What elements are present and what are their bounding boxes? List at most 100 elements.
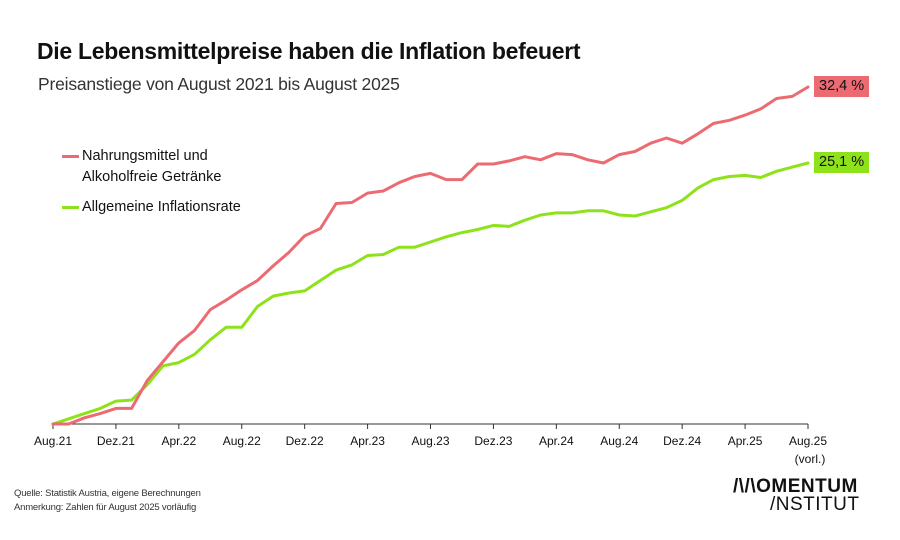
source-note: Quelle: Statistik Austria, eigene Berech… — [14, 488, 201, 499]
data-point-inflation — [303, 289, 306, 293]
data-point-food — [743, 113, 747, 117]
data-point-food — [413, 175, 416, 178]
x-tick-label: Aug.21 — [34, 434, 72, 448]
x-tick-label: Aug.24 — [600, 434, 638, 448]
data-point-inflation — [539, 213, 542, 217]
data-point-food — [759, 107, 763, 111]
data-point-inflation — [618, 213, 621, 217]
data-point-inflation — [570, 211, 574, 215]
data-point-inflation — [193, 353, 196, 356]
data-point-food — [51, 422, 55, 426]
data-point-food — [350, 201, 354, 204]
data-point-inflation — [759, 176, 763, 179]
data-point-food — [665, 136, 668, 140]
end-label-inflation: 25,1 % — [814, 151, 870, 173]
data-point-food — [523, 155, 527, 158]
x-tick-label: Aug.22 — [223, 434, 261, 448]
data-point-food — [555, 152, 558, 155]
data-point-inflation — [665, 206, 668, 209]
data-point-food — [256, 279, 259, 282]
data-point-inflation — [413, 246, 416, 249]
data-point-food — [712, 122, 715, 125]
legend-item-inflation: Allgemeine Inflationsrate — [62, 197, 241, 218]
data-point-food — [382, 189, 385, 193]
x-tick-label: Aug.23 — [411, 434, 449, 448]
data-point-food — [775, 97, 778, 100]
x-tick-label: Apr.23 — [350, 434, 385, 448]
data-point-inflation — [728, 175, 731, 178]
end-label-food: 32,4 % — [814, 76, 870, 98]
x-tick-label: Aug.25 — [789, 434, 827, 448]
data-point-food — [114, 407, 118, 410]
logo-line-2: /NSTITUT — [770, 494, 860, 515]
legend-label-food-line1: Nahrungsmittel und — [82, 148, 208, 164]
data-point-food — [696, 132, 700, 136]
x-tick-label: Dez.21 — [97, 434, 135, 448]
data-point-food — [209, 308, 212, 311]
data-point-food — [618, 153, 621, 156]
x-axis: Aug.21 Dez.21 Apr.22 Aug.22 Dez.22 Apr.23 Aug.… — [34, 423, 827, 466]
data-point-inflation — [224, 326, 228, 329]
legend-swatch-inflation — [62, 206, 79, 209]
x-tick-sublabel: (vorl.) — [795, 452, 826, 466]
data-point-food — [240, 288, 243, 292]
legend: Nahrungsmittel und Alkoholfreie Getränke… — [62, 146, 241, 218]
data-point-inflation — [397, 246, 401, 249]
data-point-inflation — [114, 399, 118, 403]
data-point-food — [492, 162, 495, 166]
legend-item-food: Nahrungsmittel und Alkoholfreie Getränke — [62, 146, 241, 188]
data-point-food — [570, 153, 574, 156]
footer-notes: Quelle: Statistik Austria, eigene Berech… — [14, 487, 201, 515]
data-point-food — [791, 95, 794, 98]
remark-note: Anmerkung: Zahlen für August 2025 vorläu… — [14, 502, 197, 513]
data-point-food — [177, 341, 181, 345]
data-point-food — [193, 329, 196, 332]
data-point-inflation — [319, 279, 322, 282]
data-point-inflation — [633, 214, 637, 218]
data-point-inflation — [445, 235, 448, 238]
series-line-food — [51, 85, 810, 426]
data-point-inflation — [586, 209, 589, 212]
data-point-food — [507, 159, 511, 163]
data-point-food — [224, 299, 228, 302]
data-point-food — [728, 119, 731, 122]
data-point-food — [146, 379, 149, 382]
logo-line-1: /\/\OMENTUM — [733, 476, 858, 497]
data-point-inflation — [680, 199, 684, 202]
data-point-food — [83, 416, 86, 419]
data-point-inflation — [696, 186, 700, 190]
data-point-inflation — [476, 228, 479, 231]
data-point-food — [602, 161, 605, 165]
data-point-inflation — [791, 165, 794, 169]
legend-label-inflation: Allgemeine Inflationsrate — [82, 199, 241, 215]
x-tick-label: Apr.25 — [728, 434, 763, 448]
data-point-inflation — [523, 218, 527, 222]
data-point-food — [366, 191, 369, 195]
data-point-food — [649, 142, 652, 145]
data-point-inflation — [775, 170, 778, 173]
data-point-food — [319, 227, 322, 230]
data-point-inflation — [83, 412, 86, 415]
data-point-inflation — [240, 326, 243, 329]
x-tick-label: Dez.23 — [474, 434, 512, 448]
data-point-food — [539, 158, 542, 162]
data-point-inflation — [507, 225, 511, 228]
data-point-food — [287, 251, 291, 254]
data-point-inflation — [209, 338, 212, 341]
data-point-food — [429, 172, 432, 175]
data-point-inflation — [161, 364, 165, 367]
data-point-food — [67, 422, 70, 426]
legend-swatch-food — [62, 155, 79, 158]
data-point-food — [806, 85, 810, 89]
chart-title: Die Lebensmittelpreise haben die Inflati… — [37, 38, 581, 64]
data-point-inflation — [743, 174, 747, 177]
data-point-inflation — [602, 209, 605, 212]
data-point-food — [680, 142, 684, 145]
momentum-institut-logo: /\/\OMENTUM /NSTITUT — [733, 476, 860, 515]
data-point-inflation — [492, 224, 495, 227]
data-point-food — [130, 407, 133, 410]
x-tick-label: Dez.22 — [286, 434, 324, 448]
data-point-food — [334, 202, 338, 205]
data-point-food — [303, 234, 306, 237]
